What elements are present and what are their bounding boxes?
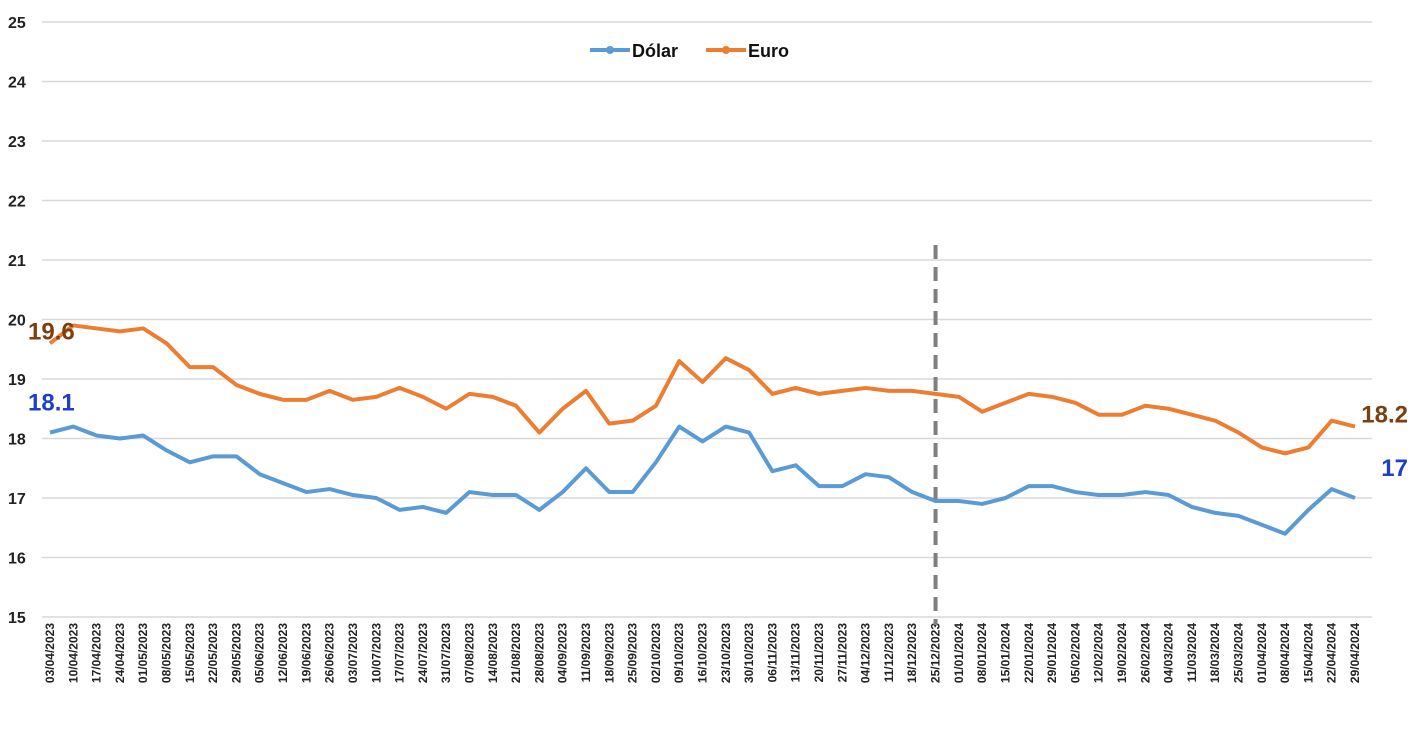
x-tick-label: 30/10/2023 bbox=[742, 623, 756, 683]
x-tick-label: 25/12/2023 bbox=[929, 623, 943, 683]
y-tick-label: 22 bbox=[8, 194, 26, 211]
x-tick-label: 31/07/2023 bbox=[439, 623, 453, 683]
x-tick-label: 18/03/2024 bbox=[1208, 623, 1222, 683]
x-tick-label: 10/07/2023 bbox=[369, 623, 383, 683]
y-tick-label: 25 bbox=[8, 15, 26, 32]
y-tick-label: 21 bbox=[8, 253, 26, 270]
x-tick-label: 26/06/2023 bbox=[323, 623, 337, 683]
x-tick-label: 04/09/2023 bbox=[556, 623, 570, 683]
x-tick-label: 19/02/2024 bbox=[1115, 623, 1129, 683]
x-tick-label: 28/08/2023 bbox=[532, 623, 546, 683]
x-tick-label: 08/04/2024 bbox=[1278, 623, 1292, 683]
y-tick-label: 20 bbox=[8, 313, 26, 330]
x-tick-label: 01/04/2024 bbox=[1255, 623, 1269, 683]
x-tick-label: 24/07/2023 bbox=[416, 623, 430, 683]
series-line bbox=[49, 424, 1356, 536]
y-tick-label: 19 bbox=[8, 372, 26, 389]
x-tick-label: 04/03/2024 bbox=[1162, 623, 1176, 683]
y-tick-label: 15 bbox=[8, 610, 26, 627]
x-tick-label: 02/10/2023 bbox=[649, 623, 663, 683]
x-tick-label: 20/11/2023 bbox=[812, 623, 826, 683]
x-tick-label: 01/05/2023 bbox=[136, 623, 150, 683]
x-tick-label: 15/01/2024 bbox=[998, 623, 1012, 683]
x-tick-label: 12/02/2024 bbox=[1092, 623, 1106, 683]
x-tick-label: 06/11/2023 bbox=[765, 623, 779, 683]
y-tick-label: 17 bbox=[8, 491, 26, 508]
x-tick-label: 15/04/2024 bbox=[1301, 623, 1315, 683]
x-tick-label: 29/05/2023 bbox=[229, 623, 243, 683]
x-tick-label: 16/10/2023 bbox=[696, 623, 710, 683]
x-tick-label: 17/04/2023 bbox=[90, 623, 104, 683]
x-tick-label: 18/09/2023 bbox=[602, 623, 616, 683]
x-tick-label: 15/05/2023 bbox=[183, 623, 197, 683]
x-tick-label: 21/08/2023 bbox=[509, 623, 523, 683]
data-label: 19.6 bbox=[28, 318, 75, 345]
x-tick-label: 03/07/2023 bbox=[346, 623, 360, 683]
x-tick-label: 01/01/2024 bbox=[952, 623, 966, 683]
x-tick-label: 11/03/2024 bbox=[1185, 623, 1199, 683]
y-tick-label: 16 bbox=[8, 551, 26, 568]
data-label: 17 bbox=[1381, 455, 1408, 482]
legend-label: Dólar bbox=[632, 41, 678, 61]
x-tick-label: 09/10/2023 bbox=[672, 623, 686, 683]
x-tick-label: 11/09/2023 bbox=[579, 623, 593, 683]
x-tick-label: 22/01/2024 bbox=[1022, 623, 1036, 683]
y-tick-label: 24 bbox=[8, 75, 26, 92]
x-tick-label: 10/04/2023 bbox=[66, 623, 80, 683]
x-tick-label: 24/04/2023 bbox=[113, 623, 127, 683]
x-tick-label: 08/01/2024 bbox=[975, 623, 989, 683]
x-tick-label: 12/06/2023 bbox=[276, 623, 290, 683]
legend-marker bbox=[722, 46, 731, 54]
x-tick-label: 18/12/2023 bbox=[905, 623, 919, 683]
x-tick-label: 08/05/2023 bbox=[160, 623, 174, 683]
x-tick-label: 22/04/2024 bbox=[1325, 623, 1339, 683]
x-tick-label: 13/11/2023 bbox=[789, 623, 803, 683]
series-line bbox=[48, 323, 1356, 456]
x-tick-label: 23/10/2023 bbox=[719, 623, 733, 683]
x-tick-label: 27/11/2023 bbox=[835, 623, 849, 683]
data-label: 18.2 bbox=[1361, 402, 1408, 429]
x-tick-label: 29/01/2024 bbox=[1045, 623, 1059, 683]
x-tick-label: 03/04/2023 bbox=[43, 623, 57, 683]
x-tick-label: 05/06/2023 bbox=[253, 623, 267, 683]
x-tick-label: 04/12/2023 bbox=[859, 623, 873, 683]
x-tick-label: 26/02/2024 bbox=[1138, 623, 1152, 683]
y-tick-label: 18 bbox=[8, 432, 26, 449]
x-tick-label: 14/08/2023 bbox=[486, 623, 500, 683]
x-tick-label: 22/05/2023 bbox=[206, 623, 220, 683]
x-tick-label: 19/06/2023 bbox=[299, 623, 313, 683]
data-label: 18.1 bbox=[28, 390, 75, 417]
x-tick-label: 25/03/2024 bbox=[1231, 623, 1245, 683]
x-tick-label: 29/04/2024 bbox=[1348, 623, 1362, 683]
y-tick-label: 23 bbox=[8, 134, 26, 151]
x-tick-label: 25/09/2023 bbox=[626, 623, 640, 683]
x-tick-label: 11/12/2023 bbox=[882, 623, 896, 683]
legend-marker bbox=[606, 46, 614, 54]
x-tick-label: 07/08/2023 bbox=[462, 623, 476, 683]
x-tick-label: 17/07/2023 bbox=[393, 623, 407, 683]
x-tick-label: 05/02/2024 bbox=[1068, 623, 1082, 683]
legend-label: Euro bbox=[748, 41, 789, 61]
